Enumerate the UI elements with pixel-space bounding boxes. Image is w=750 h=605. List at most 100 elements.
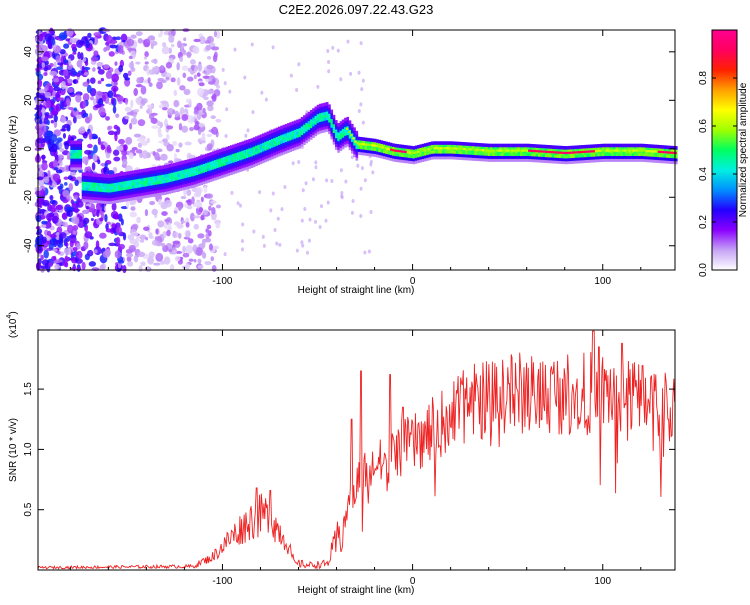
- spectrogram-cell: [309, 136, 313, 140]
- spectrogram-cell: [428, 150, 432, 155]
- spectrogram-cell: [234, 164, 238, 168]
- spectrogram-cell: [92, 135, 99, 140]
- spectrogram-cell: [154, 186, 158, 191]
- spectrogram-cell: [403, 159, 407, 164]
- spectrogram-cell: [143, 180, 146, 184]
- spectrogram-cell: [303, 141, 306, 146]
- spectrogram-cell: [291, 127, 295, 131]
- spectrogram-cell: [278, 242, 282, 247]
- spectrogram-cell: [104, 162, 108, 169]
- spectrogram-cell: [435, 152, 439, 157]
- spectrogram-cell: [289, 139, 292, 144]
- spectrogram-cell: [533, 147, 537, 151]
- spectrogram-cell: [323, 117, 327, 121]
- spectrogram-cell: [652, 144, 655, 149]
- spectrogram-cell: [41, 220, 48, 225]
- spectrogram-cell: [661, 151, 665, 154]
- spectrogram-cell: [328, 116, 331, 120]
- spectrogram-cell: [308, 217, 312, 222]
- spectrogram-cell: [398, 144, 402, 148]
- spectrogram-cell: [565, 151, 569, 155]
- spectrogram-cell: [576, 148, 580, 152]
- spectrogram-cell: [275, 127, 279, 132]
- spectrogram-cell: [355, 148, 359, 152]
- spectrogram-cell: [620, 152, 623, 157]
- spectrogram-cell: [280, 125, 283, 130]
- spectrogram-cell: [361, 78, 365, 83]
- spectrogram-cell: [199, 36, 206, 45]
- spectrogram-cell: [357, 136, 361, 141]
- spectrogram-cell: [209, 158, 213, 162]
- spectrogram-cell: [111, 202, 117, 211]
- spectrogram-cell: [182, 72, 187, 79]
- spectrogram-cell: [647, 144, 651, 148]
- spectrogram-cell: [417, 153, 420, 158]
- spectrogram-cell: [542, 159, 546, 163]
- spectrogram-cell: [325, 125, 329, 129]
- spectrogram-cell: [341, 139, 345, 144]
- svg-text:(x104): (x104): [6, 311, 19, 338]
- spectrogram-cell: [465, 145, 468, 149]
- spectrogram-cell: [353, 150, 356, 155]
- spectrogram-cell: [394, 158, 397, 162]
- spectrogram-cell: [392, 152, 395, 156]
- spectrogram-cell: [193, 169, 197, 173]
- spectrogram-cell: [161, 107, 168, 111]
- spectrogram-cell: [126, 38, 135, 47]
- spectrogram-cell: [533, 144, 537, 148]
- spectrogram-cell: [494, 152, 498, 157]
- spectrogram-cell: [128, 55, 133, 60]
- spectrogram-cell: [382, 152, 386, 157]
- spectrogram-cell: [230, 190, 234, 195]
- spectrogram-cell: [439, 155, 443, 160]
- spectrogram-cell: [202, 171, 206, 176]
- figure-title: C2E2.2026.097.22.43.G23: [279, 2, 434, 17]
- spectrogram-cell: [636, 149, 640, 152]
- spectrogram-cell: [266, 140, 270, 144]
- spectrogram-cell: [476, 154, 480, 159]
- spectrogram-cell: [209, 160, 213, 165]
- spectrogram-cell: [211, 46, 220, 51]
- spectrogram-cell: [232, 156, 235, 160]
- spectrogram-cell: [335, 128, 338, 133]
- spectrogram-cell: [163, 179, 167, 184]
- spectrogram-cell: [161, 179, 165, 184]
- spectrogram-cell: [77, 152, 80, 156]
- spectrogram-cell: [325, 178, 329, 183]
- spectrogram-cell: [106, 144, 111, 154]
- spectrogram-cell: [359, 214, 363, 219]
- spectrogram-cell: [323, 108, 327, 113]
- spectrogram-cell: [563, 154, 566, 159]
- spectrogram-cell: [291, 135, 295, 140]
- spectrogram-cell: [97, 137, 101, 146]
- spectrogram-cell: [136, 195, 140, 200]
- spectrogram-cell: [369, 141, 372, 145]
- spectrogram-cell: [94, 104, 102, 109]
- spectrogram-cell: [182, 180, 185, 185]
- spectrogram-cell: [191, 196, 195, 205]
- spectrogram-cell: [620, 158, 623, 162]
- spectrogram-cell: [117, 44, 124, 54]
- spectrogram-cell: [243, 143, 247, 148]
- spectrogram-cell: [321, 129, 324, 133]
- spectrogram-cell: [166, 164, 169, 169]
- spectrogram-cell: [542, 156, 546, 160]
- spectrogram-cell: [109, 197, 112, 202]
- spectrogram-cell: [632, 149, 635, 152]
- spectrogram-cell: [186, 170, 190, 175]
- spectrogram-cell: [638, 149, 642, 152]
- spectrogram-cell: [273, 146, 277, 150]
- spectrogram-cell: [52, 173, 61, 182]
- spectrogram-cell: [392, 157, 395, 162]
- spectrogram-cell: [99, 194, 103, 198]
- spectrogram-cell: [128, 244, 136, 252]
- spectrogram-cell: [93, 187, 96, 192]
- spectrogram-cell: [512, 158, 516, 162]
- spectrogram-cell: [396, 155, 400, 160]
- spectrogram-cell: [172, 231, 179, 238]
- spectrogram-cell: [517, 155, 521, 159]
- spectrogram-cell: [570, 160, 573, 164]
- spectrogram-cell: [139, 234, 147, 240]
- spectrogram-cell: [266, 148, 270, 153]
- spectrogram-cell: [193, 124, 200, 131]
